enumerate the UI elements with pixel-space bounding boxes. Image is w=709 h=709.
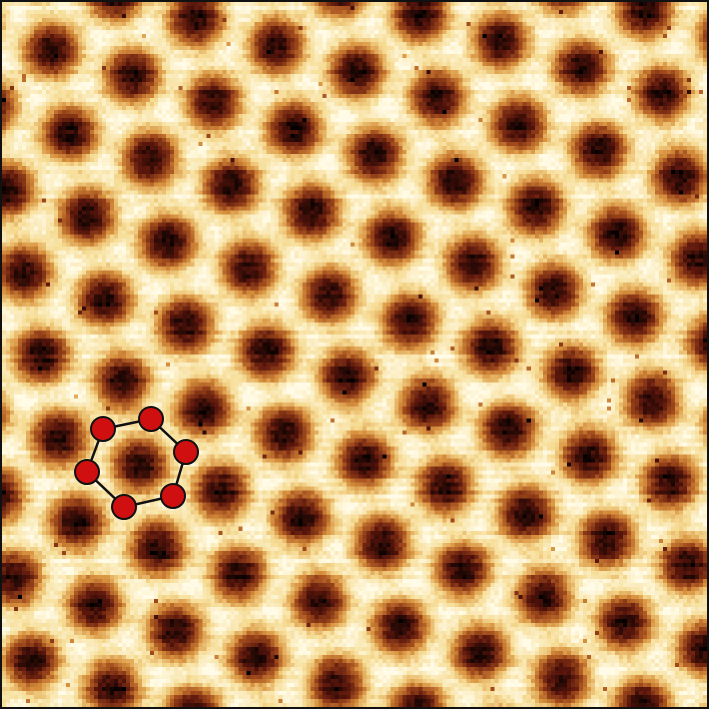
- atom-markers: [74, 406, 199, 520]
- atom-marker: [138, 406, 164, 432]
- atom-marker: [111, 494, 137, 520]
- atom-marker: [74, 459, 100, 485]
- atom-marker: [90, 416, 116, 442]
- atom-marker: [160, 483, 186, 509]
- atom-marker: [173, 439, 199, 465]
